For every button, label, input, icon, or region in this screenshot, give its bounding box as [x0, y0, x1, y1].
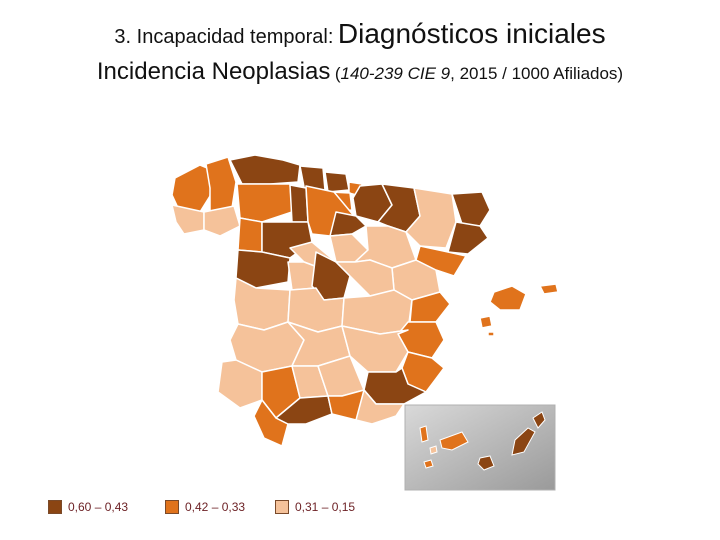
subtitle-rest: , 2015 / 1000 Afiliados) — [450, 64, 624, 83]
legend-label-low: 0,31 – 0,15 — [295, 500, 356, 514]
subtitle-main: Incidencia Neoplasias — [96, 58, 331, 85]
legend-item-mid: 0,42 – 0,33 — [165, 500, 245, 514]
title-prefix: 3. Incapacidad temporal: — [114, 26, 334, 48]
region-tarragona — [415, 245, 467, 277]
region-girona — [451, 191, 491, 227]
subtitle-paren: ( — [334, 64, 341, 83]
region-formentera — [487, 331, 495, 337]
legend-label-mid: 0,42 – 0,33 — [185, 500, 246, 514]
legend-item-low: 0,31 – 0,15 — [275, 500, 355, 514]
region-lugo — [205, 156, 237, 213]
legend-item-high: 0,60 – 0,43 — [48, 500, 128, 514]
region-gomera — [429, 445, 438, 455]
region-palencia — [289, 184, 309, 223]
region-leon — [236, 183, 293, 223]
region-pontevedra — [171, 204, 205, 235]
region-barcelona — [447, 221, 489, 255]
region-zamora — [237, 217, 263, 253]
region-la-palma — [419, 425, 429, 443]
title-line-2: Incidencia Neoplasias (140-239 CIE 9, 20… — [0, 58, 720, 86]
region-fuerteventura — [511, 427, 536, 456]
region-almeria — [355, 389, 405, 425]
legend-label-high: 0,60 – 0,43 — [68, 500, 129, 514]
region-lleida — [405, 187, 457, 249]
region-ibiza — [479, 315, 493, 329]
region-rioja — [329, 211, 367, 237]
region-cuenca — [341, 289, 413, 335]
legend-swatch-low — [275, 500, 289, 514]
region-coruna — [171, 164, 213, 213]
title-line-1: 3. Incapacidad temporal: Diagnósticos in… — [0, 18, 720, 50]
subtitle-code: 140-239 CIE 9 — [340, 64, 451, 83]
region-menorca — [539, 283, 559, 295]
region-guadalajara — [335, 259, 395, 297]
region-vizcaya — [324, 171, 350, 193]
region-castellon — [409, 291, 451, 323]
legend-swatch-mid — [165, 500, 179, 514]
legend-swatch-high — [48, 500, 62, 514]
region-tenerife — [439, 431, 469, 451]
region-lanzarote — [532, 411, 546, 429]
region-el-hierro — [423, 459, 434, 469]
region-mallorca — [489, 285, 527, 311]
region-ourense — [203, 205, 241, 237]
title-emphasis: Diagnósticos iniciales — [337, 18, 606, 49]
region-gran-canaria — [477, 455, 495, 471]
region-asturias — [229, 154, 301, 185]
